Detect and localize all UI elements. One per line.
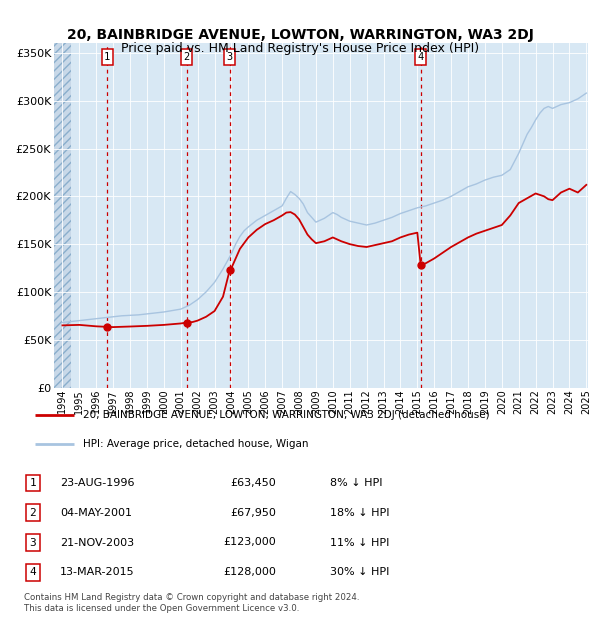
Text: 1: 1 bbox=[104, 52, 110, 62]
Text: £67,950: £67,950 bbox=[230, 508, 276, 518]
Text: 3: 3 bbox=[227, 52, 233, 62]
Text: £128,000: £128,000 bbox=[223, 567, 276, 577]
Text: Contains HM Land Registry data © Crown copyright and database right 2024.
This d: Contains HM Land Registry data © Crown c… bbox=[24, 593, 359, 613]
Text: £123,000: £123,000 bbox=[223, 538, 276, 547]
Text: 04-MAY-2001: 04-MAY-2001 bbox=[60, 508, 132, 518]
Text: 21-NOV-2003: 21-NOV-2003 bbox=[60, 538, 134, 547]
Bar bbox=[54, 43, 71, 388]
Text: 1: 1 bbox=[29, 478, 37, 488]
Text: 4: 4 bbox=[418, 52, 424, 62]
Text: 2: 2 bbox=[29, 508, 37, 518]
Text: HPI: Average price, detached house, Wigan: HPI: Average price, detached house, Wiga… bbox=[83, 439, 308, 449]
Text: 20, BAINBRIDGE AVENUE, LOWTON, WARRINGTON, WA3 2DJ (detached house): 20, BAINBRIDGE AVENUE, LOWTON, WARRINGTO… bbox=[83, 410, 489, 420]
Text: Price paid vs. HM Land Registry's House Price Index (HPI): Price paid vs. HM Land Registry's House … bbox=[121, 42, 479, 55]
Text: 18% ↓ HPI: 18% ↓ HPI bbox=[330, 508, 389, 518]
Text: 23-AUG-1996: 23-AUG-1996 bbox=[60, 478, 134, 488]
Text: 30% ↓ HPI: 30% ↓ HPI bbox=[330, 567, 389, 577]
Bar bbox=[54, 43, 71, 388]
Text: 4: 4 bbox=[29, 567, 37, 577]
Text: 20, BAINBRIDGE AVENUE, LOWTON, WARRINGTON, WA3 2DJ: 20, BAINBRIDGE AVENUE, LOWTON, WARRINGTO… bbox=[67, 28, 533, 42]
Text: 8% ↓ HPI: 8% ↓ HPI bbox=[330, 478, 383, 488]
Text: £63,450: £63,450 bbox=[230, 478, 276, 488]
Text: 13-MAR-2015: 13-MAR-2015 bbox=[60, 567, 134, 577]
Text: 11% ↓ HPI: 11% ↓ HPI bbox=[330, 538, 389, 547]
Text: 3: 3 bbox=[29, 538, 37, 547]
Text: 2: 2 bbox=[184, 52, 190, 62]
